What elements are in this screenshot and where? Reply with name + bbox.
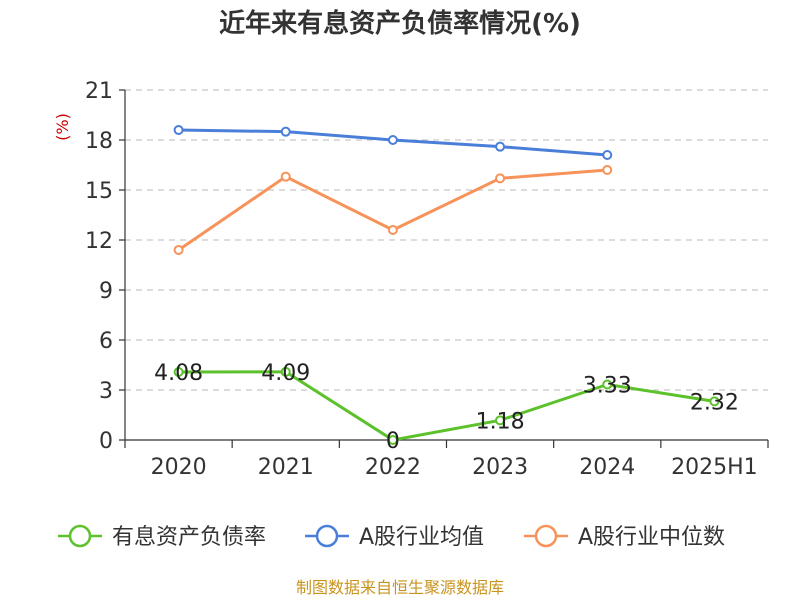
data-label: 4.08 [154,361,203,386]
chart-title: 近年来有息资产负债率情况(%) [219,8,581,39]
data-point [602,165,613,175]
y-tick-label: 15 [85,179,113,204]
y-tick-label: 0 [99,429,113,454]
y-tick-label: 21 [85,79,113,104]
x-tick-label: 2022 [365,455,421,480]
data-point [387,225,398,235]
data-point [495,173,506,184]
x-tick-label: 2023 [472,455,528,480]
legend-marker [68,524,92,548]
data-labels: 4.08 4.09 0 1.18 3.33 2.32 [154,361,739,454]
legend-label: 有息资产负债率 [112,525,266,550]
data-point [387,135,398,145]
y-tick-label: 18 [85,129,113,154]
data-point [495,141,506,152]
x-tick-label: 2024 [579,455,635,480]
data-point [709,396,720,407]
data-label: 0 [386,429,400,454]
legend-label: A股行业均值 [359,525,484,550]
axes: 0 3 6 9 12 15 18 21 2020 2021 2022 2023 2024 2025H1 [85,79,769,480]
data-point [495,415,506,426]
y-tick-label: 12 [85,229,113,254]
data-label: 4.09 [261,361,310,386]
data-label: 1.18 [476,409,525,434]
data-point [602,150,613,160]
legend-marker [315,524,339,548]
y-tick-label: 9 [99,279,113,304]
x-tick-label: 2021 [258,455,314,480]
source-note: 制图数据来自恒生聚源数据库 [296,578,504,597]
data-point [280,126,291,137]
y-tick-label: 3 [99,379,113,404]
data-point [173,245,184,255]
x-tick-label: 2020 [151,455,207,480]
y-tick-label: 6 [99,329,113,354]
legend: 有息资产负债率 A股行业均值 A股行业中位数 [58,524,725,550]
y-axis-unit-label: (%) [53,113,72,141]
data-point [280,366,291,377]
data-point [173,367,184,377]
data-point [602,379,613,390]
legend-marker [534,524,558,548]
legend-label: A股行业中位数 [578,525,725,550]
data-point [173,125,184,135]
series-lines [173,125,720,445]
data-label: 2.32 [690,390,739,415]
data-point [387,435,398,445]
data-point [280,171,291,182]
series-line [177,168,608,252]
series-line [178,370,715,442]
x-tick-label: 2025H1 [671,455,758,480]
data-label: 3.33 [583,374,632,399]
grid-lines [125,89,768,391]
